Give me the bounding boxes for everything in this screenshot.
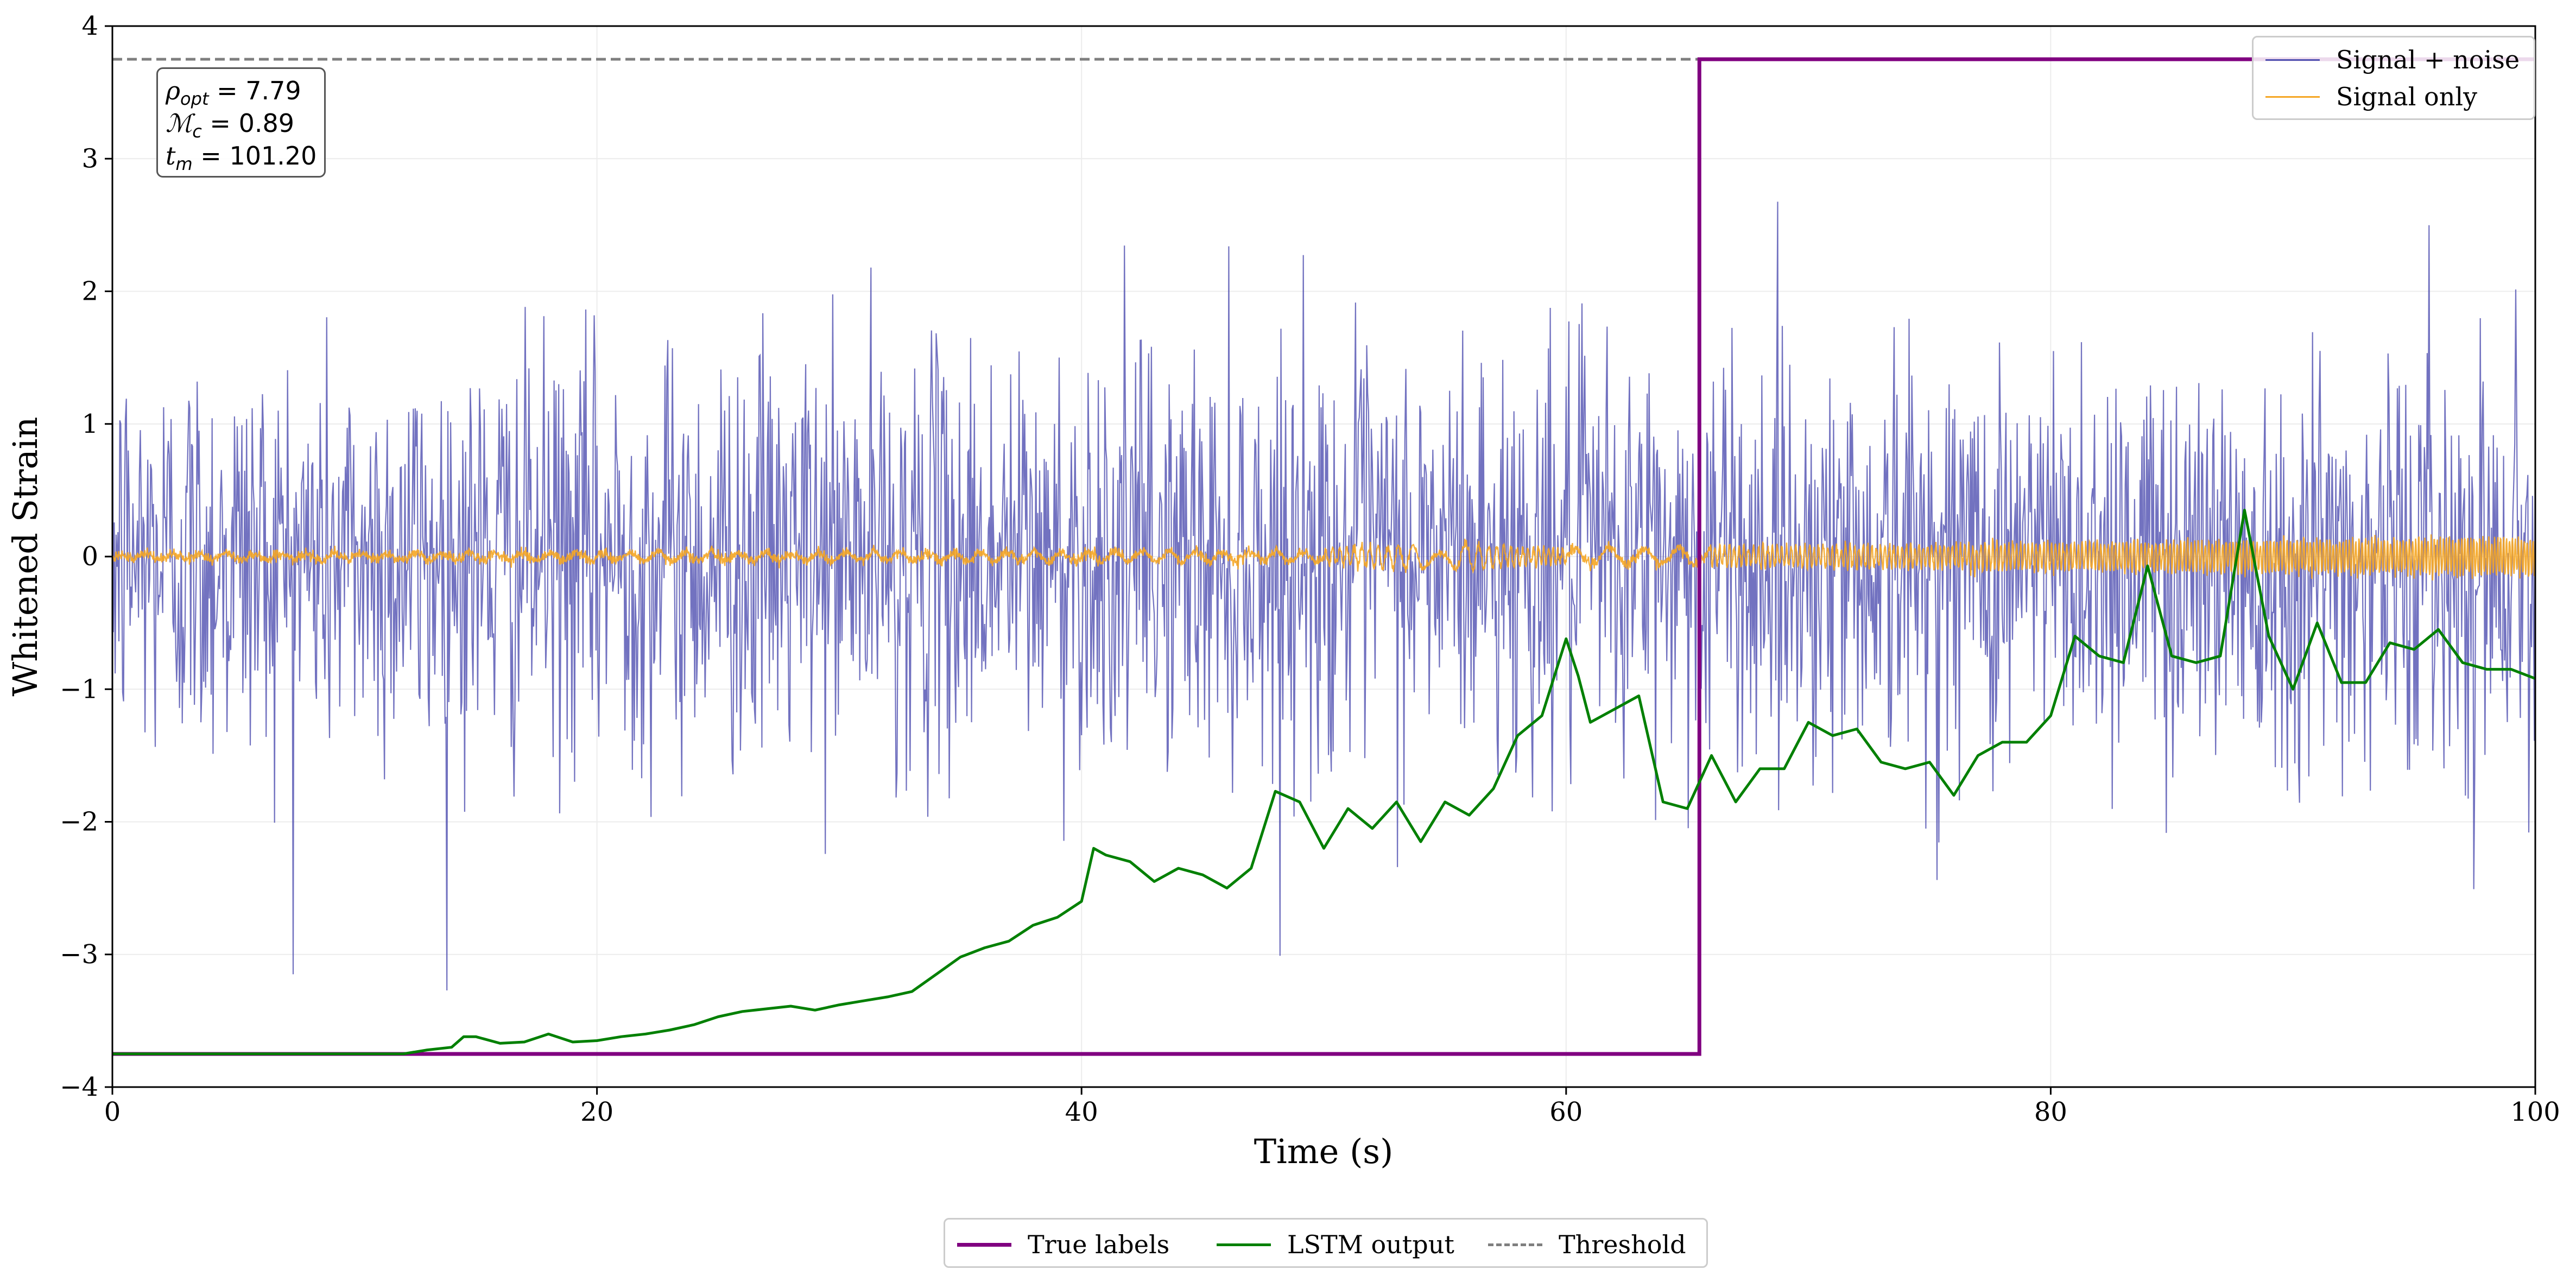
- legend-label-signal-noise: Signal + noise: [2336, 45, 2520, 74]
- legend-label-true-labels: True labels: [1028, 1230, 1170, 1259]
- legend-item-threshold: Threshold: [1488, 1230, 1686, 1259]
- lstm-output-swatch: [1217, 1243, 1271, 1246]
- y-tick-label: −2: [60, 807, 98, 837]
- signal-plus-noise-series: [111, 201, 2536, 991]
- signal-noise-swatch: [2265, 59, 2320, 61]
- tm-line: tm = 101.20: [166, 141, 317, 174]
- rho-opt-line: ρopt = 7.79: [166, 76, 301, 109]
- x-tick-label: 20: [580, 1097, 613, 1127]
- legend-label-threshold: Threshold: [1559, 1230, 1686, 1259]
- legend-label-signal-only: Signal only: [2336, 82, 2478, 111]
- legend-item-signal-noise: Signal + noise: [2265, 45, 2520, 74]
- y-tick-label: −4: [60, 1072, 98, 1102]
- y-tick-label: −3: [60, 939, 98, 970]
- legend-upper-right: Signal + noise Signal only: [2252, 36, 2535, 120]
- true-labels-series: [112, 57, 2535, 1056]
- legend-bottom: True labels LSTM output Threshold: [944, 1218, 1708, 1268]
- legend-item-lstm-output: LSTM output: [1217, 1230, 1454, 1259]
- y-tick-label: 4: [81, 11, 98, 41]
- lstm-output-line: [112, 509, 2536, 1056]
- signal-only-line: [112, 534, 2536, 580]
- legend-item-true-labels: True labels: [957, 1230, 1169, 1259]
- threshold-swatch: [1488, 1243, 1542, 1246]
- x-tick-label: 100: [2510, 1097, 2560, 1127]
- y-axis-label: Whitened Strain: [5, 417, 45, 697]
- x-axis-ticks: 0 20 40 60 80 100: [104, 1087, 2560, 1127]
- match-mc-line: ℳc = 0.89: [166, 109, 295, 142]
- lstm-output-series: [112, 509, 2536, 1056]
- signal-noise-line: [111, 201, 2536, 991]
- y-tick-label: −1: [60, 674, 98, 704]
- metrics-annotation-box: ρopt = 7.79 ℳc = 0.89 tm = 101.20: [156, 67, 326, 178]
- x-tick-label: 60: [1549, 1097, 1583, 1127]
- x-tick-label: 80: [2034, 1097, 2067, 1127]
- true-labels-swatch: [957, 1242, 1011, 1247]
- y-tick-label: 2: [81, 276, 98, 307]
- y-tick-label: 0: [81, 541, 98, 572]
- x-axis-label: Time (s): [1254, 1132, 1394, 1171]
- y-tick-label: 1: [81, 409, 98, 439]
- signal-only-swatch: [2265, 96, 2320, 98]
- true-labels-step-line: [112, 57, 2535, 1056]
- y-tick-label: 3: [81, 143, 98, 174]
- x-tick-label: 40: [1065, 1097, 1098, 1127]
- signal-only-series: [112, 534, 2536, 580]
- x-tick-label: 0: [104, 1097, 121, 1127]
- y-axis-ticks: −4 −3 −2 −1 0 1 2 3 4: [60, 11, 112, 1102]
- legend-item-signal-only: Signal only: [2265, 82, 2477, 111]
- legend-label-lstm-output: LSTM output: [1287, 1230, 1454, 1259]
